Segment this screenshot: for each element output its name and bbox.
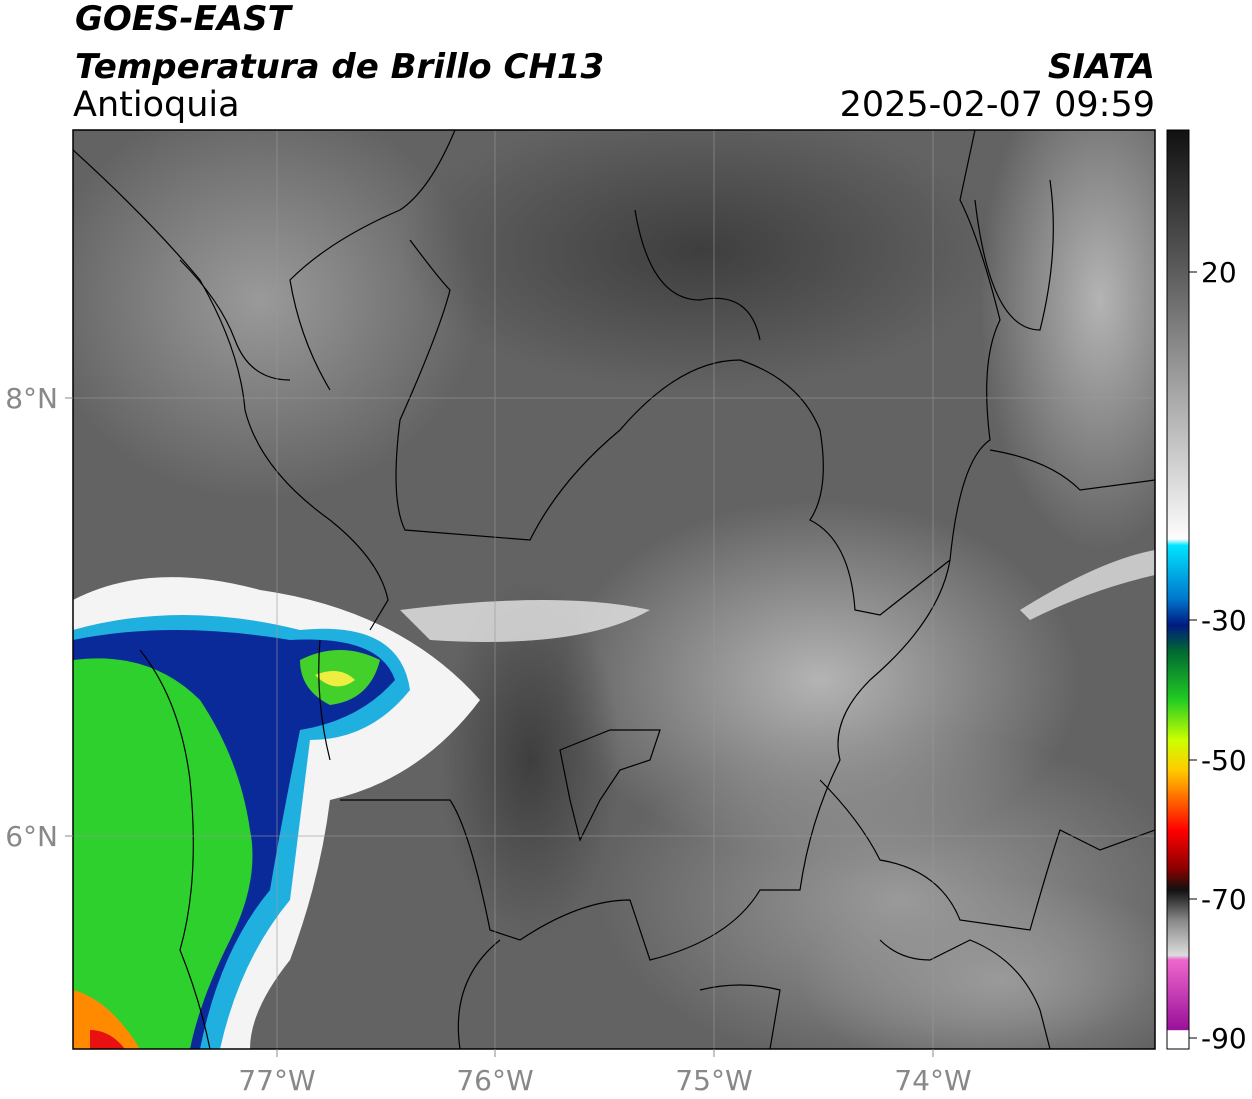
datetime: 2025-02-07 09:59 [840,85,1155,125]
region: Antioquia [73,85,240,125]
lon-tick-label: 77°W [238,1064,315,1097]
colorbar-tick-label: -70 [1201,883,1247,916]
lon-tick-label: 74°W [894,1064,971,1097]
map-frame [72,129,1156,1050]
lat-tick-label: 8°N [5,382,58,415]
lat-tick-label: 6°N [5,820,58,853]
colorbar [1166,129,1190,1050]
source: SIATA [1048,47,1155,87]
lon-tick-label: 76°W [456,1064,533,1097]
colorbar-tick-label: -90 [1201,1022,1247,1055]
colorbar-tick-label: -30 [1201,604,1247,637]
lon-tick-label: 75°W [675,1064,752,1097]
subtitle: Temperatura de Brillo CH13 [75,47,604,87]
title: GOES-EAST [75,0,294,39]
borders [73,130,1155,1049]
colorbar-tick-label: 20 [1201,256,1237,289]
colorbar-tick-label: -50 [1201,744,1247,777]
satellite-image [73,130,1155,1049]
graticule [73,130,1155,1049]
